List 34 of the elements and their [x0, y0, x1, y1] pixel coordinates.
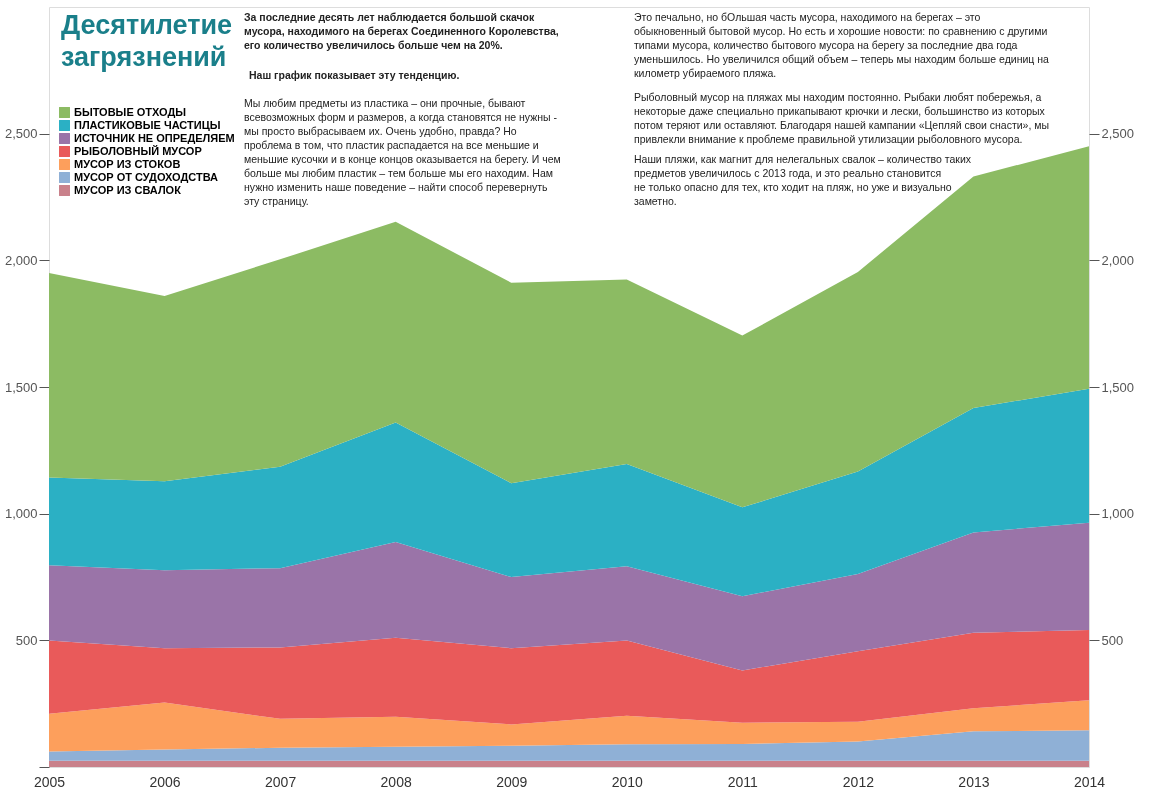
y2-tick-label: 2,000	[1101, 252, 1135, 268]
legend-label: ПЛАСТИКОВЫЕ ЧАСТИЦЫ	[74, 118, 221, 131]
y-tick-label: 2,000	[4, 252, 38, 268]
annotation: Наши пляжи, как магнит для нелегальных свалок – количество таких предметов увеличилось с 2013 года, и это реально становится не только опасно для тех, кто ходит на пляж, но уже и визуально заметно.	[634, 153, 972, 207]
y2-tick-label: 1,000	[1101, 506, 1135, 522]
legend-label: МУСОР ИЗ СТОКОВ	[74, 157, 181, 170]
y2-tick-label: 500	[1101, 632, 1124, 648]
y-tick-label: 1,500	[4, 379, 38, 395]
y2-tick-label: 2,500	[1101, 126, 1135, 142]
x-tick-label: 2010	[611, 773, 644, 790]
legend-label: МУСОР ИЗ СВАЛОК	[74, 183, 182, 196]
text: Десятилетие загрязнений	[61, 10, 233, 72]
y-tick-label: 500	[15, 632, 38, 648]
x-tick-label: 2011	[727, 773, 759, 790]
x-tick-label: 2007	[265, 773, 297, 790]
legend-label: МУСОР ОТ СУДОХОДСТВА	[74, 170, 219, 183]
x-tick-label: 2009	[496, 773, 528, 790]
annotation: Это печально, но бОльшая часть мусора, находимого на берегах – это обыкновенный бытовой мусор. Но есть и хорошие новости: по сравнению с другими типами мусора, количество бытового мусора на берегу за последние два года уменьшилось. Но увеличился общий объем – теперь мы находим больше единиц на километр убираемого пляжа.	[634, 11, 1050, 79]
y-tick-label: 1,000	[4, 506, 38, 522]
x-tick-label: 2008	[380, 773, 412, 790]
annotation: Рыболовный мусор на пляжах мы находим постоянно. Рыбаки любят побережья, а некоторые даже специально прикапывают крючки и лески, большинство из которых потом теряют или оставляют. Благодаря нашей кампании «Цепляй свои снасти», мы привлекли внимание к проблеме правильной утилизации рыболовного мусора.	[634, 91, 1050, 145]
x-tick-label: 2014	[1073, 773, 1106, 790]
annotation: Наш график показывает эту тенденцию.	[249, 69, 460, 81]
x-tick-label: 2006	[149, 773, 181, 790]
x-tick-label: 2012	[842, 773, 875, 790]
legend-label: ИСТОЧНИК НЕ ОПРЕДЕЛЯЕМ	[74, 131, 235, 144]
x-tick-label: 2013	[958, 773, 990, 790]
legend-label: БЫТОВЫЕ ОТХОДЫ	[74, 105, 187, 118]
annotation: Мы любим предметы из пластика – они прочные, бывают всевозможных форм и размеров, а когда становятся не нужны - мы просто выбрасываем их. Очень удобно, правда? Но проблема в том, что пластик распадается на все меньшие и меньшие кусочки и в конце концов оказывается на берегу. И чем больше мы любим пластик – тем больше мы его находим. Нам нужно изменить наше поведение – найти способ перевернуть эту страницу.	[244, 97, 561, 207]
legend-label: РЫБОЛОВНЫЙ МУСОР	[74, 144, 202, 157]
x-tick-label: 2005	[33, 773, 66, 790]
y-tick-label: 2,500	[4, 126, 38, 142]
y2-tick-label: 1,500	[1101, 379, 1135, 395]
annotation: За последние десять лет наблюдается большой скачок мусора, находимого на берегах Соединенного Королевства, его количество увеличилось больше чем на 20%.	[244, 11, 559, 51]
